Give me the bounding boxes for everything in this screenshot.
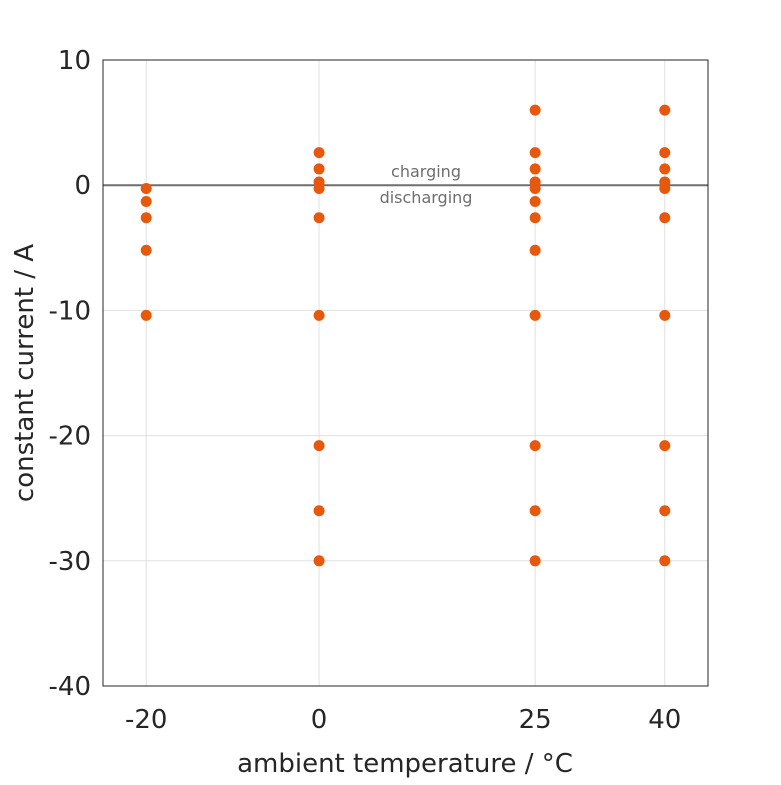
data-point <box>313 555 325 567</box>
data-point <box>659 309 671 321</box>
data-point <box>529 104 541 116</box>
data-point <box>529 163 541 175</box>
data-point <box>313 440 325 452</box>
charging-label: charging <box>391 162 461 181</box>
data-point <box>529 147 541 159</box>
data-point <box>529 244 541 256</box>
data-point <box>529 195 541 207</box>
data-point <box>529 212 541 224</box>
data-point <box>529 440 541 452</box>
data-point <box>529 555 541 567</box>
y-tick-label: 10 <box>58 46 91 76</box>
data-point <box>529 182 541 194</box>
y-tick-label: 0 <box>74 171 91 201</box>
x-tick-label: -20 <box>125 705 167 735</box>
x-axis-label: ambient temperature / °C <box>237 749 573 779</box>
x-tick-label: 40 <box>648 705 681 735</box>
data-point <box>313 163 325 175</box>
data-point <box>140 195 152 207</box>
data-point <box>313 505 325 517</box>
data-point <box>529 505 541 517</box>
y-axis-label: constant current / A <box>10 244 40 502</box>
data-point <box>140 309 152 321</box>
data-point <box>659 440 671 452</box>
y-tick-label: -40 <box>49 672 91 702</box>
plot-frame <box>102 59 709 687</box>
y-tick-label: -20 <box>49 422 91 452</box>
data-point <box>313 182 325 194</box>
x-tick-label: 25 <box>519 705 552 735</box>
data-point <box>313 309 325 321</box>
data-point <box>659 147 671 159</box>
data-point <box>659 555 671 567</box>
data-point <box>659 505 671 517</box>
y-tick-label: -10 <box>49 296 91 326</box>
data-point <box>140 244 152 256</box>
data-point <box>140 212 152 224</box>
x-tick-label: 0 <box>311 705 328 735</box>
data-point <box>529 309 541 321</box>
y-tick-label: -30 <box>49 547 91 577</box>
data-point <box>659 212 671 224</box>
data-point <box>659 163 671 175</box>
data-point <box>313 147 325 159</box>
data-point <box>659 182 671 194</box>
discharging-label: discharging <box>380 188 473 207</box>
data-point <box>313 212 325 224</box>
data-point <box>140 182 152 194</box>
data-point <box>659 104 671 116</box>
